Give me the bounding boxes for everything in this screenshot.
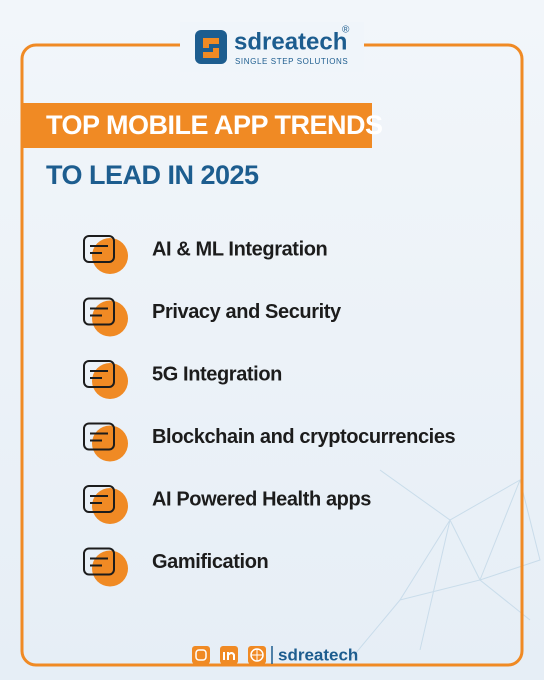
- trend-label: AI & ML Integration: [152, 238, 327, 260]
- icon-circle: [92, 550, 128, 587]
- trend-item: AI Powered Health apps: [83, 485, 372, 524]
- registered-mark: ®: [342, 25, 350, 36]
- trend-item: Blockchain and cryptocurrencies: [83, 422, 456, 462]
- icon-circle: [92, 238, 128, 274]
- trend-icon: [83, 360, 115, 388]
- icon-shape: [83, 422, 115, 451]
- footer-handle: sdreatech: [278, 645, 358, 664]
- title-line-1: TOP MOBILE APP TRENDS: [46, 110, 383, 140]
- logo-icon: [195, 30, 227, 64]
- trend-icon: [83, 297, 115, 326]
- trend-item: Gamification: [83, 547, 269, 587]
- icon-detail: [90, 432, 108, 442]
- network-pattern: [349, 469, 541, 661]
- trend-label: Gamification: [152, 551, 268, 573]
- trend-icon: [83, 547, 115, 576]
- icon-circle: [92, 488, 128, 524]
- icon-detail: [90, 370, 108, 379]
- icon-detail: [90, 557, 108, 567]
- brand-tagline: SINGLE STEP SOLUTIONS: [235, 57, 348, 66]
- title-band: [22, 103, 372, 148]
- icon-detail: [90, 495, 108, 504]
- title-line-2: TO LEAD IN 2025: [46, 160, 259, 190]
- trend-item: AI & ML Integration: [83, 235, 328, 274]
- trend-label: 5G Integration: [152, 363, 282, 385]
- icon-detail: [90, 307, 108, 317]
- icon-shape: [83, 235, 115, 263]
- social-icons: [192, 646, 273, 664]
- icon-shape: [83, 547, 115, 576]
- trend-icon: [83, 422, 115, 451]
- icon-circle: [92, 363, 128, 399]
- trend-label: AI Powered Health apps: [152, 488, 371, 510]
- trend-label: Blockchain and cryptocurrencies: [152, 426, 456, 448]
- instagram-icon[interactable]: [192, 646, 210, 664]
- trend-item: Privacy and Security: [83, 297, 342, 337]
- trend-icon: [83, 235, 115, 263]
- trend-item: 5G Integration: [83, 360, 282, 399]
- icon-shape: [83, 485, 115, 513]
- brand-name: sdreatech: [234, 28, 347, 55]
- icon-circle: [92, 425, 128, 462]
- trend-label: Privacy and Security: [152, 301, 342, 323]
- icon-shape: [83, 297, 115, 326]
- trend-list: AI & ML Integration Privacy and Security 5…: [83, 235, 456, 587]
- icon-circle: [92, 300, 128, 337]
- trend-icon: [83, 485, 115, 513]
- icon-detail: [90, 245, 108, 254]
- icon-shape: [83, 360, 115, 388]
